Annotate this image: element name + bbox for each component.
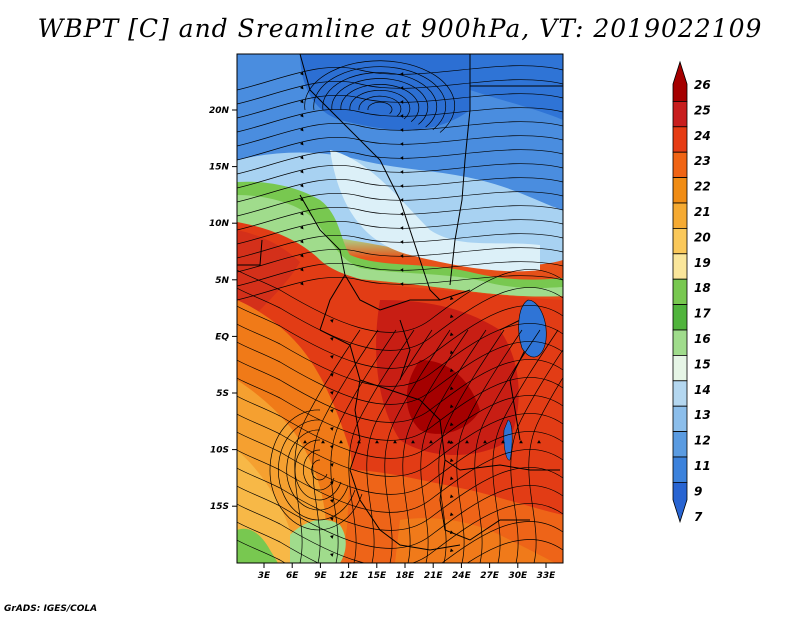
colorbar-swatch (672, 227, 688, 255)
lon-tick-label: 3E (258, 571, 271, 581)
colorbar-swatch (672, 60, 688, 102)
colorbar-legend: 26 25 24 23 22 21 20 19 18 17 16 15 14 13 12 11 9 7 (672, 60, 711, 524)
lat-tick-label: 20N (209, 106, 230, 116)
colorbar-label: 16 (694, 332, 711, 346)
colorbar-label: 7 (694, 510, 703, 524)
colorbar-swatch (672, 354, 688, 382)
grads-credit: GrADS: IGES/COLA (4, 604, 98, 614)
colorbar-swatch (672, 456, 688, 483)
colorbar-label: 21 (694, 205, 711, 219)
lon-tick-label: 30E (508, 571, 528, 581)
colorbar-swatch (672, 329, 688, 356)
colorbar-label: 15 (694, 357, 711, 371)
colorbar-swatch (672, 101, 688, 128)
colorbar-label: 18 (694, 281, 711, 295)
lon-tick-label: 9E (314, 571, 327, 581)
colorbar-swatch (672, 278, 688, 306)
lon-tick-label: 27E (480, 571, 500, 581)
colorbar-swatch (672, 202, 688, 229)
colorbar-label: 11 (694, 459, 711, 473)
colorbar-label: 12 (694, 434, 711, 448)
lon-tick-label: 12E (339, 571, 359, 581)
colorbar-label: 9 (694, 484, 702, 498)
lat-tick-label: 10N (209, 219, 230, 229)
map-title: WBPT [C] and Sreamline at 900hPa, VT: 20… (37, 14, 763, 43)
colorbar-label: 20 (694, 230, 711, 244)
colorbar-label: 25 (694, 103, 711, 117)
lon-tick-label: 15E (367, 571, 387, 581)
colorbar-swatch (672, 177, 688, 204)
lat-tick-label: 5N (215, 276, 229, 286)
lat-tick-label: EQ (215, 332, 229, 342)
colorbar-label: 22 (694, 180, 711, 194)
lon-tick-label: 33E (537, 571, 557, 581)
lat-tick-label: 10S (210, 446, 229, 456)
lat-tick-label: 15S (210, 502, 229, 512)
colorbar-label: 19 (694, 256, 711, 270)
colorbar-swatch (672, 405, 688, 433)
lon-tick-label: 18E (396, 571, 416, 581)
lat-tick-label: 15N (209, 163, 230, 173)
colorbar-label: 13 (694, 408, 711, 422)
colorbar-swatch (672, 151, 688, 178)
colorbar-label: 14 (694, 383, 711, 397)
colorbar-swatch (672, 253, 688, 280)
colorbar-label: 17 (694, 307, 711, 321)
colorbar-label: 23 (694, 154, 711, 168)
map-figure: 3E 6E 9E 12E 15E 18E 21E 24E 27E 30E 33E 20N 15N 10N… (209, 53, 711, 581)
colorbar-swatch (672, 126, 688, 153)
colorbar-swatch (672, 304, 688, 331)
map-frame (236, 53, 564, 564)
colorbar-label: 26 (694, 78, 711, 92)
lon-tick-label: 24E (452, 571, 472, 581)
lon-tick-label: 6E (286, 571, 299, 581)
colorbar-swatch (672, 380, 688, 407)
lon-tick-label: 21E (424, 571, 444, 581)
lat-tick-label: 5S (216, 389, 229, 399)
colorbar-swatch (672, 482, 688, 524)
colorbar-swatch (672, 431, 688, 458)
colorbar-label: 24 (694, 129, 711, 143)
map-panel (237, 54, 563, 563)
